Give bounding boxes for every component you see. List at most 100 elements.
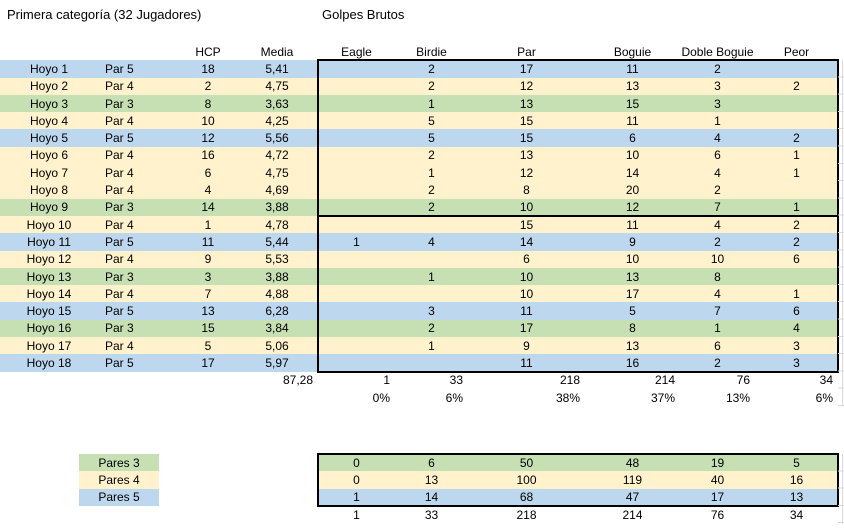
cell-hcp[interactable]: 4 xyxy=(180,181,236,199)
cell-result[interactable] xyxy=(318,337,395,355)
cell-result[interactable] xyxy=(395,215,468,234)
cell-hole[interactable]: Hoyo 15 xyxy=(0,302,98,320)
cell-hcp[interactable]: 10 xyxy=(180,112,236,130)
cell-result[interactable]: 13 xyxy=(585,77,680,95)
cell-result[interactable]: 9 xyxy=(468,337,585,355)
cell-result[interactable]: 14 xyxy=(585,164,680,182)
summary-cell[interactable]: 47 xyxy=(585,488,680,506)
summary-cell[interactable]: 0 xyxy=(318,454,395,472)
cell-result[interactable]: 2 xyxy=(395,319,468,338)
cell-hcp[interactable]: 5 xyxy=(180,337,236,355)
cell-result[interactable]: 7 xyxy=(680,302,755,320)
cell-hcp[interactable]: 1 xyxy=(180,215,236,234)
cell-result[interactable]: 6 xyxy=(468,250,585,268)
cell-result[interactable]: 1 xyxy=(395,337,468,355)
cell-result[interactable] xyxy=(395,250,468,268)
cell-result[interactable]: 5 xyxy=(395,129,468,147)
summary-cell[interactable]: 100 xyxy=(468,471,585,489)
summary-cell[interactable]: 16 xyxy=(755,471,838,489)
cell-hcp[interactable]: 13 xyxy=(180,302,236,320)
cell-par[interactable]: Par 5 xyxy=(98,129,180,147)
cell-media[interactable]: 5,56 xyxy=(236,129,318,147)
cell-result[interactable]: 11 xyxy=(468,354,585,372)
cell-par[interactable]: Par 3 xyxy=(98,94,180,113)
cell-result[interactable] xyxy=(318,198,395,216)
cell-hole[interactable]: Hoyo 18 xyxy=(0,354,98,372)
cell-result[interactable]: 13 xyxy=(468,146,585,165)
cell-result[interactable]: 14 xyxy=(468,233,585,251)
summary-cell[interactable]: 13 xyxy=(755,488,838,506)
cell-hcp[interactable]: 9 xyxy=(180,250,236,268)
cell-result[interactable]: 10 xyxy=(468,285,585,303)
cell-result[interactable]: 1 xyxy=(755,146,838,165)
cell-hole[interactable]: Hoyo 14 xyxy=(0,285,98,303)
cell-result[interactable]: 3 xyxy=(755,354,838,372)
cell-result[interactable] xyxy=(755,267,838,286)
cell-result[interactable]: 3 xyxy=(680,77,755,95)
cell-result[interactable] xyxy=(318,250,395,268)
cell-result[interactable] xyxy=(318,77,395,95)
cell-hcp[interactable]: 14 xyxy=(180,198,236,216)
cell-result[interactable]: 2 xyxy=(395,198,468,216)
summary-cell[interactable]: 68 xyxy=(468,488,585,506)
cell-hcp[interactable]: 6 xyxy=(180,164,236,182)
cell-par[interactable]: Par 5 xyxy=(98,233,180,251)
cell-media[interactable]: 6,28 xyxy=(236,302,318,320)
cell-par[interactable]: Par 4 xyxy=(98,181,180,199)
cell-hole[interactable]: Hoyo 2 xyxy=(0,77,98,95)
cell-hole[interactable]: Hoyo 12 xyxy=(0,250,98,268)
cell-hole[interactable]: Hoyo 9 xyxy=(0,198,98,216)
cell-result[interactable]: 11 xyxy=(585,112,680,130)
cell-hcp[interactable]: 11 xyxy=(180,233,236,251)
cell-result[interactable]: 2 xyxy=(680,354,755,372)
cell-result[interactable]: 1 xyxy=(680,112,755,130)
cell-result[interactable] xyxy=(318,112,395,130)
cell-media[interactable]: 4,88 xyxy=(236,285,318,303)
cell-result[interactable] xyxy=(318,129,395,147)
cell-media[interactable]: 3,63 xyxy=(236,94,318,113)
cell-result[interactable]: 12 xyxy=(468,77,585,95)
cell-result[interactable]: 2 xyxy=(680,233,755,251)
summary-cell[interactable]: 5 xyxy=(755,454,838,472)
cell-result[interactable]: 2 xyxy=(755,233,838,251)
cell-result[interactable]: 1 xyxy=(755,285,838,303)
cell-result[interactable] xyxy=(318,146,395,165)
cell-result[interactable]: 6 xyxy=(680,146,755,165)
cell-result[interactable]: 1 xyxy=(318,233,395,251)
cell-media[interactable]: 5,41 xyxy=(236,60,318,78)
cell-result[interactable]: 6 xyxy=(585,129,680,147)
cell-media[interactable]: 4,69 xyxy=(236,181,318,199)
cell-hcp[interactable]: 12 xyxy=(180,129,236,147)
cell-hcp[interactable]: 3 xyxy=(180,267,236,286)
cell-result[interactable]: 16 xyxy=(585,354,680,372)
cell-media[interactable]: 3,84 xyxy=(236,319,318,338)
cell-hcp[interactable]: 16 xyxy=(180,146,236,165)
cell-result[interactable]: 4 xyxy=(680,285,755,303)
cell-result[interactable]: 2 xyxy=(395,60,468,78)
cell-media[interactable]: 5,06 xyxy=(236,337,318,355)
cell-result[interactable]: 6 xyxy=(755,302,838,320)
cell-result[interactable]: 2 xyxy=(680,181,755,199)
cell-result[interactable]: 6 xyxy=(680,337,755,355)
summary-cell[interactable]: 17 xyxy=(680,488,755,506)
cell-result[interactable]: 1 xyxy=(395,267,468,286)
cell-result[interactable]: 1 xyxy=(395,94,468,113)
cell-result[interactable] xyxy=(318,181,395,199)
cell-result[interactable]: 1 xyxy=(755,164,838,182)
cell-result[interactable]: 2 xyxy=(395,181,468,199)
summary-cell[interactable]: 14 xyxy=(395,488,468,506)
cell-result[interactable]: 15 xyxy=(468,112,585,130)
cell-result[interactable]: 15 xyxy=(468,215,585,234)
cell-media[interactable]: 5,97 xyxy=(236,354,318,372)
summary-cell[interactable]: 40 xyxy=(680,471,755,489)
cell-result[interactable]: 10 xyxy=(468,267,585,286)
summary-cell[interactable]: 13 xyxy=(395,471,468,489)
cell-result[interactable]: 2 xyxy=(755,129,838,147)
cell-result[interactable]: 12 xyxy=(468,164,585,182)
cell-result[interactable]: 17 xyxy=(468,60,585,78)
cell-result[interactable]: 1 xyxy=(755,198,838,216)
cell-media[interactable]: 4,78 xyxy=(236,215,318,234)
cell-result[interactable]: 17 xyxy=(468,319,585,338)
summary-cell[interactable]: 6 xyxy=(395,454,468,472)
cell-par[interactable]: Par 4 xyxy=(98,337,180,355)
